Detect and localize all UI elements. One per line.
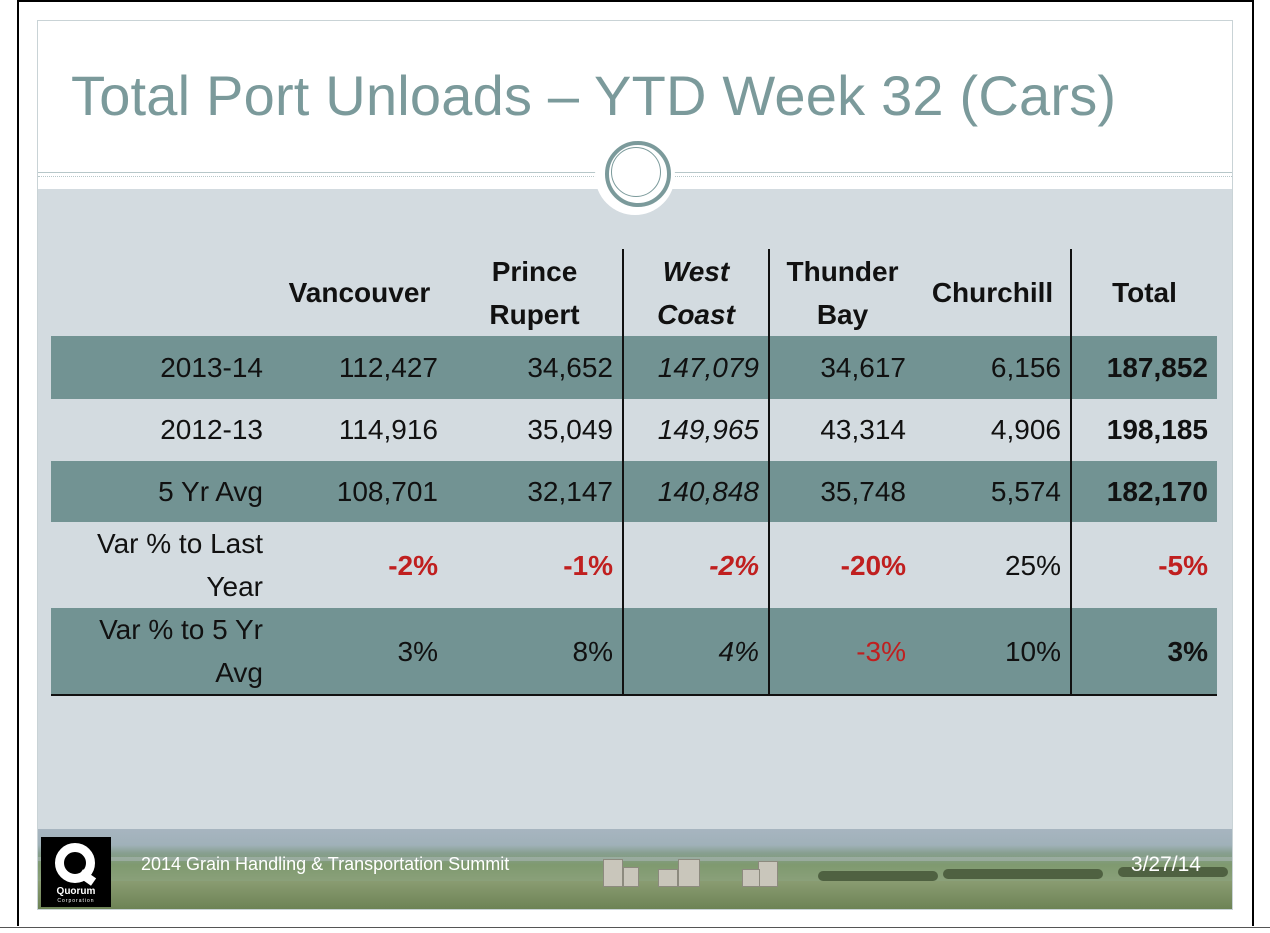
- footer-banner: Quorum Corporation 2014 Grain Handling &…: [38, 829, 1232, 909]
- table-row: 2013-14 112,427 34,652 147,079 34,617 6,…: [51, 336, 1217, 399]
- slide-title: Total Port Unloads – YTD Week 32 (Cars): [71, 64, 1117, 127]
- logo-subtext: Corporation: [57, 898, 95, 904]
- table-row: 2012-13 114,916 35,049 149,965 43,314 4,…: [51, 399, 1217, 461]
- header-total: Total: [1070, 249, 1217, 336]
- grain-elevator: [742, 869, 760, 887]
- grain-elevator: [623, 867, 639, 887]
- cell-total: 198,185: [1070, 399, 1217, 461]
- cell-churchill: 5,574: [915, 461, 1071, 522]
- grain-elevator: [758, 861, 778, 887]
- row-label: 2012-13: [160, 414, 263, 445]
- cell-west-coast: 149,965: [622, 399, 769, 461]
- header-prince-rupert: Prince Rupert: [447, 249, 623, 336]
- cell-vancouver: 114,916: [338, 414, 438, 445]
- grain-elevator: [658, 869, 678, 887]
- cell-vancouver: -2%: [388, 549, 438, 581]
- cell-prince-rupert: 35,049: [527, 414, 613, 445]
- cell-total: 3%: [1070, 608, 1217, 696]
- table-row: Var % to Last Year -2% -1% -2% -20% 25% …: [51, 522, 1217, 608]
- row-label: Var % to 5 Yr Avg: [51, 608, 272, 696]
- treeline: [1118, 867, 1228, 877]
- cell-thunder-bay: 43,314: [768, 399, 915, 461]
- cell-prince-rupert: 32,147: [447, 461, 623, 522]
- header-west-coast-label: West Coast: [657, 255, 735, 330]
- cell-west-coast: 4%: [622, 608, 769, 696]
- header-blank: [51, 249, 272, 336]
- slide: Total Port Unloads – YTD Week 32 (Cars) …: [37, 20, 1233, 910]
- cell-churchill: 25%: [1004, 549, 1061, 581]
- row-label-text: Var % to Last Year: [96, 528, 263, 602]
- cell-prince-rupert: 8%: [447, 608, 623, 696]
- cell-churchill: 4,906: [990, 414, 1061, 445]
- cell-prince-rupert: 34,652: [447, 336, 623, 399]
- cell-thunder-bay: 35,748: [768, 461, 915, 522]
- header-vancouver: Vancouver: [288, 277, 431, 308]
- cell-west-coast: 140,848: [622, 461, 769, 522]
- cell-total: 182,170: [1070, 461, 1217, 522]
- table-row: Var % to 5 Yr Avg 3% 8% 4% -3% 10% 3%: [51, 608, 1217, 696]
- footer-horizon: [38, 857, 1232, 861]
- cell-total: 187,852: [1070, 336, 1217, 399]
- cell-west-coast: -2%: [622, 522, 769, 608]
- cell-west-coast: 147,079: [622, 336, 769, 399]
- cell-prince-rupert: -1%: [563, 549, 613, 581]
- bottom-border: [0, 927, 1270, 928]
- cell-churchill: 6,156: [915, 336, 1071, 399]
- row-label: 2013-14: [51, 336, 272, 399]
- cell-total: -5%: [1070, 522, 1217, 608]
- cell-churchill: 10%: [915, 608, 1071, 696]
- header-thunder-bay-label: Thunder Bay: [786, 255, 899, 330]
- header-west-coast: West Coast: [622, 249, 769, 336]
- cell-thunder-bay: -20%: [768, 522, 915, 608]
- header-thunder-bay: Thunder Bay: [768, 249, 915, 336]
- table-row: 5 Yr Avg 108,701 32,147 140,848 35,748 5…: [51, 461, 1217, 522]
- cell-vancouver: 3%: [272, 608, 447, 696]
- row-label-text: Var % to 5 Yr Avg: [99, 614, 263, 688]
- q-letter-icon: [55, 843, 95, 883]
- cell-thunder-bay: 34,617: [768, 336, 915, 399]
- row-label: 5 Yr Avg: [51, 461, 272, 522]
- quorum-logo: Quorum Corporation: [41, 837, 111, 907]
- cell-vancouver: 108,701: [272, 461, 447, 522]
- header-prince-rupert-label: Prince Rupert: [489, 255, 580, 330]
- grain-elevator: [678, 859, 700, 887]
- q-tail-icon: [77, 869, 97, 886]
- header-churchill: Churchill: [931, 277, 1054, 308]
- footer-event-text: 2014 Grain Handling & Transportation Sum…: [141, 854, 510, 874]
- grain-elevator: [603, 859, 623, 887]
- port-unloads-table: Vancouver Prince Rupert West Coast Thund…: [51, 249, 1217, 696]
- logo-text: Quorum: [56, 886, 96, 897]
- circle-ornament-inner: [611, 147, 661, 197]
- treeline: [943, 869, 1103, 879]
- cell-thunder-bay: -3%: [768, 608, 915, 696]
- treeline: [818, 871, 938, 881]
- row-label: Var % to Last Year: [51, 522, 272, 608]
- footer-date: 3/27/14: [1130, 853, 1201, 876]
- cell-vancouver: 112,427: [272, 336, 447, 399]
- table-header-row: Vancouver Prince Rupert West Coast Thund…: [51, 249, 1217, 336]
